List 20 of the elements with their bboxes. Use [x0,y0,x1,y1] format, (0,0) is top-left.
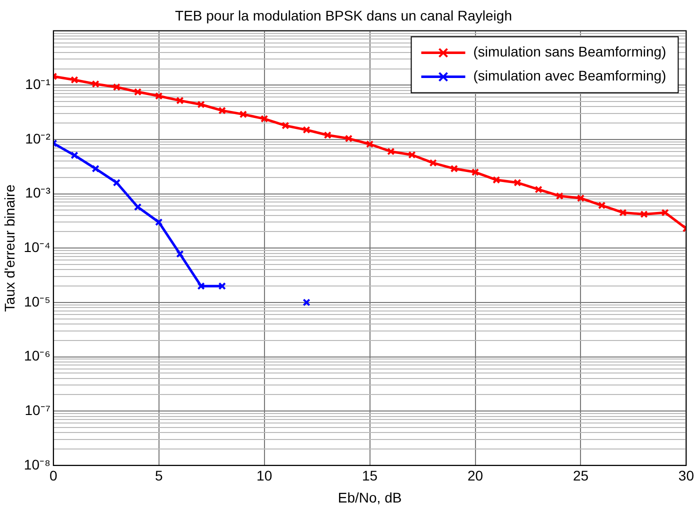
y-tick-label: 10⁻⁷ [24,402,50,418]
legend-label: (simulation avec Beamforming) [473,68,666,84]
x-tick-label: 20 [467,468,484,484]
legend-label: (simulation sans Beamforming) [473,44,666,60]
y-axis-title: Taux d'erreur binaire [1,184,18,312]
y-tick-label: 10⁻⁵ [24,293,50,310]
chart-title: TEB pour la modulation BPSK dans un canal Rayleigh [175,7,512,24]
y-tick-label: 10⁻¹ [25,76,51,92]
x-tick-label: 5 [154,468,163,484]
x-tick-label: 15 [362,468,378,484]
x-tick-label: 0 [49,468,58,484]
x-tick-label: 10 [256,468,272,484]
y-tick-label: 10⁻³ [25,184,51,201]
y-tick-label: 10⁻⁸ [24,456,50,472]
x-tick-label: 25 [572,468,589,484]
y-tick-label: 10⁻² [25,130,51,146]
x-tick-label: 30 [678,468,694,484]
y-tick-label: 10⁻⁶ [24,348,50,364]
x-axis-title: Eb/No, dB [338,489,402,506]
y-tick-label: 10⁻⁴ [24,238,50,255]
